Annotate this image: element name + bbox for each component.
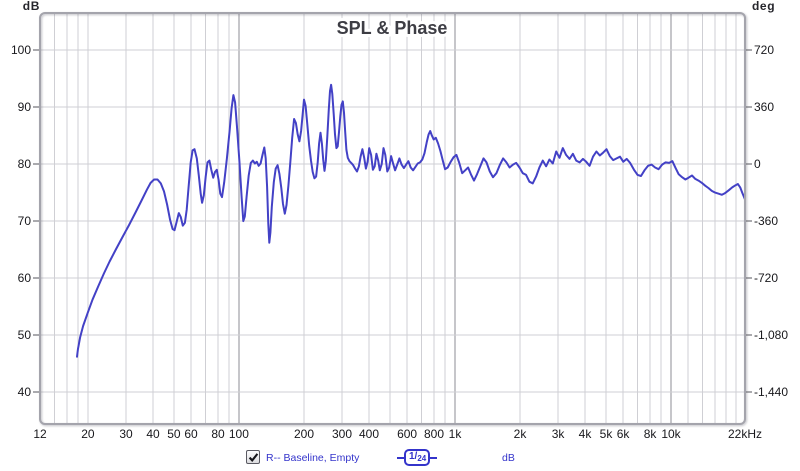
trace-line-sample-right bbox=[430, 456, 438, 459]
deg-tick-label: -360 bbox=[754, 214, 778, 228]
freq-tick-label: 200 bbox=[294, 427, 314, 441]
freq-tick-label: 5k bbox=[600, 427, 614, 441]
freq-tick-label: 2k bbox=[514, 427, 528, 441]
db-tick-label: 80 bbox=[18, 157, 32, 171]
checkmark-icon bbox=[248, 452, 258, 462]
db-tick-label: 50 bbox=[18, 328, 32, 342]
smoothing-indicator: 1/24 bbox=[397, 449, 438, 466]
deg-tick-label: 0 bbox=[754, 157, 761, 171]
freq-tick-label: 12 bbox=[33, 427, 47, 441]
freq-tick-label: 4k bbox=[579, 427, 593, 441]
db-tick-label: 40 bbox=[18, 385, 32, 399]
freq-tick-label: 1k bbox=[449, 427, 463, 441]
freq-tick-label: 3k bbox=[552, 427, 566, 441]
trace-label[interactable]: R-- Baseline, Empty bbox=[266, 452, 360, 464]
freq-tick-label: 20 bbox=[81, 427, 95, 441]
left-axis-unit-label: dB bbox=[23, 0, 40, 13]
deg-tick-label: -1,440 bbox=[754, 385, 788, 399]
trace-line-sample-left bbox=[397, 456, 404, 459]
freq-tick-label: 30 bbox=[119, 427, 133, 441]
legend-bar: R-- Baseline, Empty 1/24 dB bbox=[0, 449, 800, 471]
db-tick-label: 70 bbox=[18, 214, 32, 228]
db-tick-label: 60 bbox=[18, 271, 32, 285]
deg-tick-label: -720 bbox=[754, 271, 778, 285]
chart-title: SPL & Phase bbox=[337, 18, 448, 38]
deg-tick-label: 720 bbox=[754, 43, 774, 57]
deg-tick-label: 360 bbox=[754, 100, 774, 114]
freq-tick-label: 10k bbox=[661, 427, 681, 441]
freq-tick-label: 600 bbox=[397, 427, 417, 441]
smoothing-denominator: 24 bbox=[417, 454, 427, 463]
freq-tick-label: 80 bbox=[211, 427, 225, 441]
db-tick-label: 90 bbox=[18, 100, 32, 114]
smoothing-badge: 1/24 bbox=[404, 449, 431, 466]
freq-tick-label: 100 bbox=[229, 427, 249, 441]
plot-frame bbox=[39, 12, 746, 425]
spl-trace bbox=[76, 83, 746, 358]
freq-tick-label: 400 bbox=[359, 427, 379, 441]
freq-tick-label: 800 bbox=[424, 427, 444, 441]
smoothing-numerator: 1/ bbox=[409, 451, 418, 462]
freq-tick-label: 6k bbox=[617, 427, 631, 441]
freq-tick-label: 50 bbox=[167, 427, 181, 441]
deg-tick-label: -1,080 bbox=[754, 328, 788, 342]
freq-tick-label: 8k bbox=[644, 427, 658, 441]
db-tick-label: 100 bbox=[11, 43, 31, 57]
legend-axis-unit: dB bbox=[502, 452, 515, 464]
plot-area[interactable] bbox=[40, 13, 745, 424]
freq-tick-label: 300 bbox=[332, 427, 352, 441]
freq-tick-label: 40 bbox=[146, 427, 160, 441]
freq-tick-label: 60 bbox=[184, 427, 198, 441]
right-axis-unit-label: deg bbox=[752, 0, 775, 13]
trace-checkbox[interactable] bbox=[246, 450, 260, 464]
freq-tick-label: 22kHz bbox=[728, 427, 762, 441]
